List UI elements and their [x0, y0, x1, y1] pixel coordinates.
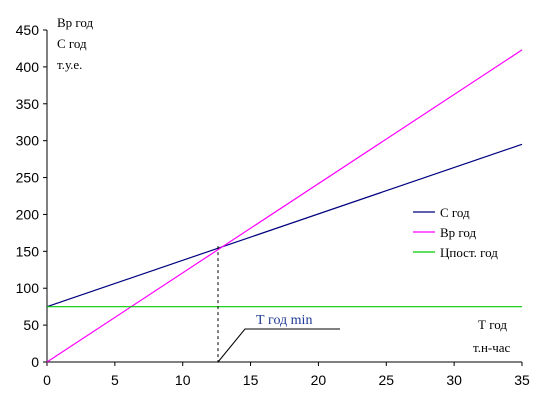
annotation-label: Т год min [256, 313, 312, 328]
y-tick-label: 200 [16, 206, 40, 222]
y-axis-label: т.у.е. [57, 57, 82, 72]
y-tick-label: 450 [16, 22, 40, 38]
x-tick-label: 25 [378, 372, 394, 388]
x-axis-label: Т год [478, 317, 507, 332]
y-tick-label: 0 [31, 354, 39, 370]
y-axis-label: Вр год [57, 15, 94, 30]
y-axis-label: С год [57, 36, 87, 51]
y-tick-label: 350 [16, 96, 40, 112]
x-tick-label: 20 [311, 372, 327, 388]
y-tick-label: 100 [16, 280, 40, 296]
x-tick-label: 10 [175, 372, 191, 388]
x-tick-label: 15 [243, 372, 259, 388]
y-tick-label: 400 [16, 59, 40, 75]
legend-label: С год [440, 205, 470, 220]
axis-labels: Вр год С год т.у.е. Т год т.н-час [57, 15, 511, 355]
y-tick-label: 300 [16, 133, 40, 149]
y-tick-label: 50 [23, 317, 39, 333]
series-line-2 [46, 49, 523, 363]
y-tick-label: 250 [16, 170, 40, 186]
legend-label: Цпост. год [440, 245, 498, 260]
x-tick-label: 5 [111, 372, 119, 388]
y-tick-label: 150 [16, 243, 40, 259]
axes: 0 50 100 150 200 250 300 350 400 450 0 5 10 15 20 25 30 3… [16, 22, 530, 388]
x-tick-label: 35 [514, 372, 530, 388]
annotation-leader [217, 328, 340, 363]
x-tick-label: 0 [43, 372, 51, 388]
x-axis-unit-label: т.н-час [473, 340, 511, 355]
annotation: Т год min [217, 246, 340, 363]
x-tick-label: 30 [446, 372, 462, 388]
legend-label: Вр год [440, 225, 477, 240]
legend: С год Вр год Цпост. год [413, 205, 498, 260]
series-line-1 [46, 143, 523, 308]
chart-marks [46, 49, 523, 363]
